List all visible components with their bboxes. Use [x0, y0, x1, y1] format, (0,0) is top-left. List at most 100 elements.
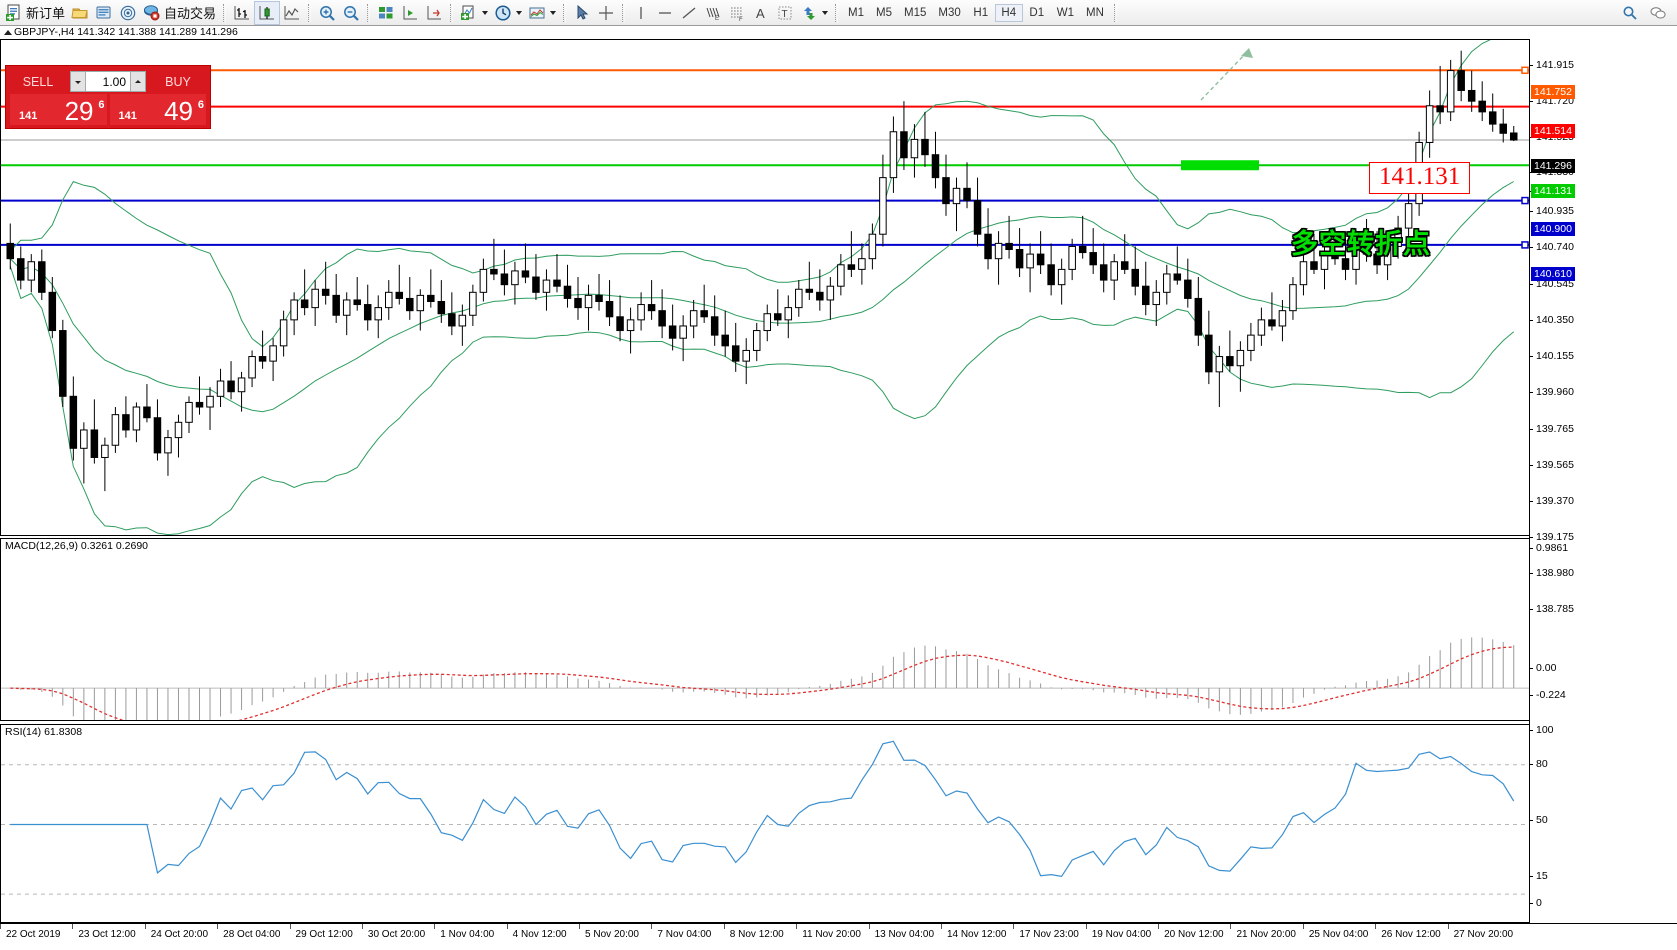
timeframe-m15[interactable]: M15 — [904, 6, 927, 19]
grid-layout-button[interactable] — [374, 1, 398, 25]
timeframe-m5[interactable]: M5 — [876, 6, 893, 19]
candle-bearish — [1436, 105, 1444, 113]
data-window-button[interactable] — [92, 1, 116, 25]
text-label-button[interactable]: T — [773, 1, 797, 25]
chevron-down-icon[interactable] — [482, 10, 489, 15]
timeframe-h1[interactable]: H1 — [973, 6, 989, 19]
new-order-icon — [5, 4, 23, 22]
time-axis[interactable]: 22 Oct 2019 23 Oct 12:00 24 Oct 20:00 28 Oc… — [0, 923, 1677, 950]
volume-down-icon[interactable] — [71, 72, 86, 91]
candle-bullish — [164, 437, 172, 454]
one-click-trading-panel[interactable]: SELL 1.00 BUY 141 29 6 141 49 6 — [6, 66, 210, 128]
level-drag-handle — [1521, 66, 1529, 75]
bollinger-mid-band — [9, 181, 1514, 413]
candle-bearish — [921, 138, 929, 156]
chat-icon[interactable] — [1649, 4, 1667, 22]
time-tick: 26 Nov 12:00 — [1375, 924, 1441, 940]
rsi-pane[interactable]: RSI(14) 61.8308 — [0, 724, 1529, 923]
candle-bearish — [1373, 253, 1381, 266]
price-chart-pane[interactable] — [0, 39, 1529, 536]
text-tool-button[interactable]: A — [749, 1, 773, 25]
volume-stepper[interactable]: 1.00 — [70, 71, 146, 92]
candlestick-chart-button[interactable] — [254, 0, 281, 25]
candle-bullish — [80, 429, 88, 449]
cursor-tool-button[interactable] — [570, 1, 594, 25]
blue-level-1-label[interactable]: 140.900 — [1531, 222, 1575, 236]
trend-arrow-line — [1200, 49, 1250, 101]
candle-bearish — [38, 261, 46, 293]
price-tick: 138.785 — [1530, 603, 1574, 615]
candle-bearish — [1341, 258, 1350, 270]
resistance-line-label[interactable]: 141.752 — [1531, 85, 1575, 99]
toolbar-separator — [563, 3, 567, 22]
buy-price-display[interactable]: 141 49 6 — [109, 94, 206, 126]
shift-start-icon — [401, 4, 419, 22]
candle-bearish — [973, 200, 982, 235]
bollinger-lo-band — [9, 266, 1515, 535]
crosshair-icon — [597, 4, 615, 22]
candle-bearish — [774, 313, 782, 321]
chevron-down-icon[interactable] — [550, 10, 557, 15]
vertical-line-button[interactable] — [629, 1, 653, 25]
candle-bearish — [647, 304, 656, 312]
sell-line-label[interactable]: 141.514 — [1531, 124, 1575, 138]
candle-bearish — [532, 276, 540, 293]
auto-trading-button[interactable]: 自动交易 — [140, 1, 219, 25]
time-tick: 24 Oct 20:00 — [144, 924, 209, 940]
template-icon — [528, 4, 546, 22]
timeframe-m30[interactable]: M30 — [938, 6, 961, 19]
blue-level-2-label[interactable]: 140.610 — [1531, 267, 1575, 281]
chevron-down-icon[interactable] — [516, 10, 523, 15]
candle-bullish — [269, 345, 277, 362]
timeframe-h4[interactable]: H4 — [994, 3, 1023, 22]
support-line-label[interactable]: 141.131 — [1531, 184, 1575, 198]
candle-bearish — [153, 417, 162, 454]
period-button[interactable] — [491, 1, 525, 25]
candle-bullish — [342, 299, 351, 316]
candle-bearish — [805, 288, 814, 293]
add-indicator-button[interactable] — [457, 1, 491, 25]
trendline-button[interactable] — [677, 1, 701, 25]
candle-bearish — [143, 406, 151, 419]
crosshair-tool-button[interactable] — [594, 1, 618, 25]
macd-pane[interactable]: MACD(12,26,9) 0.3261 0.2690 — [0, 538, 1529, 721]
search-icon[interactable] — [1621, 4, 1639, 22]
timeframe-mn[interactable]: MN — [1086, 6, 1104, 19]
candle-bearish — [59, 330, 67, 397]
bid-price-label[interactable]: 141.296 — [1531, 159, 1575, 173]
timeframe-d1[interactable]: D1 — [1029, 6, 1045, 19]
folder-button[interactable] — [68, 1, 92, 25]
price-tick: 141.915 — [1530, 59, 1574, 71]
level-drag-handle — [1521, 196, 1529, 205]
candle-bullish — [1394, 227, 1402, 247]
candle-bullish — [101, 444, 109, 458]
volume-up-icon[interactable] — [130, 72, 145, 91]
fibonacci-button[interactable]: F — [725, 1, 749, 25]
new-order-button[interactable]: 新订单 — [2, 1, 68, 25]
chevron-down-icon[interactable] — [822, 10, 829, 15]
candle-bullish — [1257, 319, 1266, 336]
time-tick: 20 Nov 12:00 — [1158, 924, 1224, 940]
sell-price-display[interactable]: 141 29 6 — [10, 94, 107, 126]
buy-button[interactable]: BUY — [165, 74, 191, 89]
navigator-button[interactable] — [116, 1, 140, 25]
sell-button[interactable]: SELL — [22, 74, 54, 89]
horizontal-line-icon — [656, 4, 674, 22]
volume-value[interactable]: 1.00 — [102, 74, 126, 89]
elliott-wave-button[interactable]: E — [701, 1, 725, 25]
bar-chart-button[interactable] — [230, 1, 254, 25]
zoom-out-button[interactable] — [339, 1, 363, 25]
horizontal-line-button[interactable] — [653, 1, 677, 25]
price-scale[interactable]: 141.915141.720141.525141.330141.135140.9… — [1529, 39, 1677, 923]
rsi-tick: 15 — [1530, 870, 1548, 882]
candle-bullish — [206, 395, 214, 408]
shift-start-button[interactable] — [398, 1, 422, 25]
timeframe-w1[interactable]: W1 — [1056, 6, 1075, 19]
arrows-button[interactable] — [797, 1, 831, 25]
line-chart-button[interactable] — [280, 1, 304, 25]
templates-button[interactable] — [525, 1, 559, 25]
zoom-in-button[interactable] — [315, 1, 339, 25]
collapse-triangle-icon[interactable] — [4, 30, 12, 35]
shift-end-button[interactable] — [422, 1, 446, 25]
timeframe-m1[interactable]: M1 — [848, 6, 865, 19]
